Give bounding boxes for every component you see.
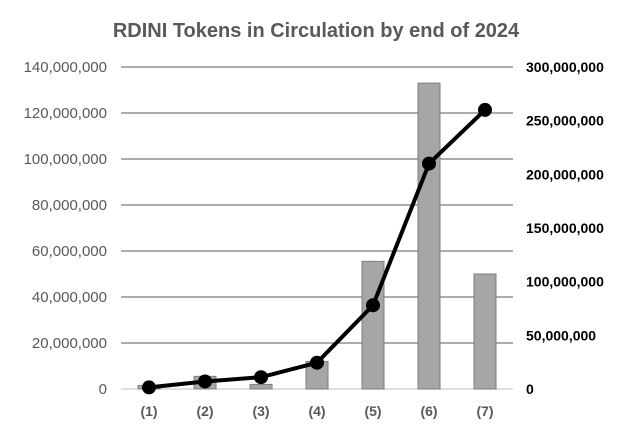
right-axis-tick-label: 150,000,000 [526,220,604,236]
left-axis-tick-label: 60,000,000 [32,243,107,260]
line-point [478,102,492,117]
bar [417,82,441,390]
left-axis-tick-label: 40,000,000 [32,289,107,306]
x-axis-tick-label: (4) [308,403,325,419]
x-axis-tick-label: (2) [196,403,213,419]
bar [473,273,497,390]
x-axis-tick-label: (7) [476,403,493,419]
line-point [198,374,212,389]
bar [249,383,273,390]
left-axis-tick-label: 100,000,000 [24,151,107,168]
line-point [254,370,268,385]
right-axis-ticks: 0 50,000,000 100,000,000 150,000,000 200,000… [526,59,604,397]
x-axis-tick-label: (1) [140,403,157,419]
line-series [142,102,492,395]
right-axis-tick-label: 250,000,000 [526,113,604,129]
line-point [142,380,156,395]
line-point [422,156,436,171]
left-axis-tick-label: 20,000,000 [32,335,107,352]
chart-title: RDINI Tokens in Circulation by end of 20… [113,20,520,42]
line-point [310,355,324,370]
gridlines [121,66,513,390]
right-axis-tick-label: 50,000,000 [526,327,596,343]
right-axis-tick-label: 100,000,000 [526,274,604,290]
right-axis-tick-label: 300,000,000 [526,59,604,75]
left-axis-tick-label: 80,000,000 [32,197,107,214]
right-axis-tick-label: 200,000,000 [526,166,604,182]
line-point [366,298,380,313]
right-axis-tick-label: 0 [526,381,534,397]
x-axis-tick-label: (5) [364,403,381,419]
x-axis-ticks: (1) (2) (3) (4) (5) (6) (7) [140,403,493,419]
x-axis-tick-label: (6) [420,403,437,419]
left-axis-ticks: 0 20,000,000 40,000,000 60,000,000 80,000,00… [24,59,107,398]
x-axis-tick-label: (3) [252,403,269,419]
left-axis-tick-label: 120,000,000 [24,105,107,122]
left-axis-tick-label: 140,000,000 [24,59,107,76]
left-axis-tick-label: 0 [99,381,107,398]
